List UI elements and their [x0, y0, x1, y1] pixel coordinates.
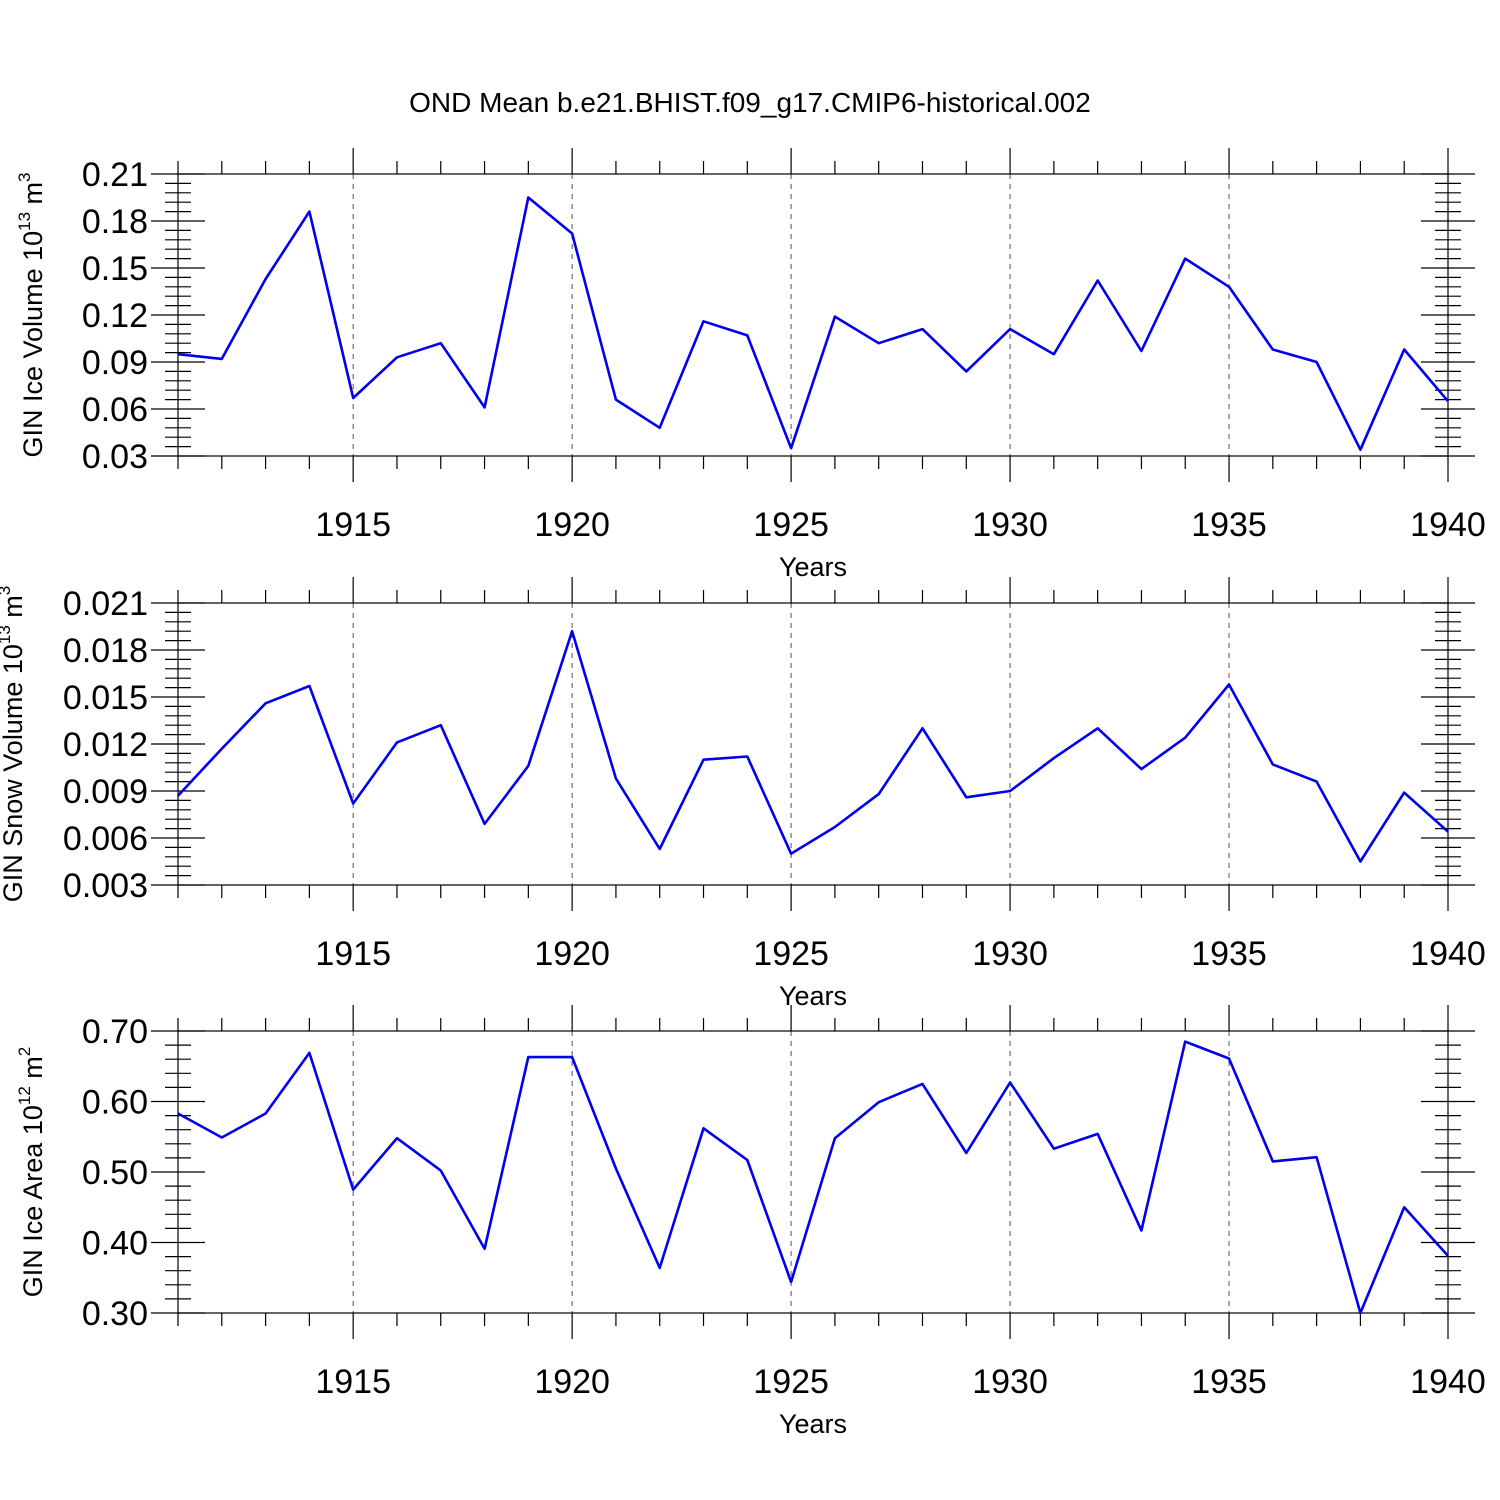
- panel-ice-area: 0.30 0.40 0.50 0.60 0.70 1915 1920 1925 1930 1935…: [15, 1005, 1486, 1439]
- ice-volume-xtick-label: 1925: [753, 506, 829, 544]
- ice-volume-y-axis-label-text: GIN Ice Volume 10: [18, 231, 48, 458]
- ice-volume-y-axis-label: GIN Ice Volume 1013 m3: [15, 172, 48, 457]
- ice-area-xtick-label: 1925: [753, 1363, 829, 1401]
- ice-area-y-axis-label: GIN Ice Area 1012 m2: [15, 1047, 48, 1298]
- snow-volume-xtick-label: 1935: [1191, 935, 1267, 973]
- ice-area-xtick-label: 1930: [972, 1363, 1048, 1401]
- ice-volume-xtick-label: 1935: [1191, 506, 1267, 544]
- snow-volume-ytick-label: 0.006: [63, 820, 148, 858]
- ice-volume-ytick-label: 0.12: [82, 297, 148, 335]
- snow-volume-y-axis-label-unit-exponent: 3: [0, 586, 14, 595]
- snow-volume-y-axis-label-unit: m: [0, 595, 28, 625]
- snow-volume-xtick-label: 1925: [753, 935, 829, 973]
- snow-volume-xtick-label: 1930: [972, 935, 1048, 973]
- ice-area-xtick-label: 1920: [534, 1363, 610, 1401]
- snow-volume-y-axis-label-text: GIN Snow Volume 10: [0, 644, 28, 902]
- ice-volume-ytick-label: 0.09: [82, 344, 148, 382]
- ice-area-ytick-label: 0.60: [82, 1084, 148, 1122]
- ice-volume-ytick-label: 0.21: [82, 156, 148, 194]
- ice-volume-xtick-label: 1920: [534, 506, 610, 544]
- ice-volume-y-axis-label-exponent: 13: [15, 212, 34, 231]
- chart-title: OND Mean b.e21.BHIST.f09_g17.CMIP6-histo…: [409, 87, 1091, 118]
- snow-volume-ytick-label: 0.021: [63, 585, 148, 623]
- snow-volume-xtick-label: 1920: [534, 935, 610, 973]
- ice-area-ytick-label: 0.70: [82, 1013, 148, 1051]
- snow-volume-ytick-label: 0.009: [63, 773, 148, 811]
- ice-area-xtick-label: 1935: [1191, 1363, 1267, 1401]
- snow-volume-ytick-label: 0.012: [63, 726, 148, 764]
- ice-volume-ytick-label: 0.15: [82, 250, 148, 288]
- ice-volume-y-axis-label-unit-exponent: 3: [15, 172, 34, 181]
- snow-volume-y-axis-label: GIN Snow Volume 1013 m3: [0, 586, 28, 903]
- ice-volume-xtick-label: 1915: [315, 506, 391, 544]
- ice-volume-x-axis-label: Years: [779, 552, 847, 582]
- snow-volume-ytick-label: 0.003: [63, 867, 148, 905]
- ice-area-y-axis-label-unit: m: [18, 1056, 48, 1086]
- ice-volume-y-axis-label-unit: m: [18, 182, 48, 212]
- snow-volume-series-line: [177, 629, 1449, 863]
- ice-volume-xtick-label: 1930: [972, 506, 1048, 544]
- snow-volume-y-axis-label-exponent: 13: [0, 625, 14, 644]
- ice-area-series-line: [177, 1040, 1449, 1315]
- ice-area-xtick-label: 1915: [315, 1363, 391, 1401]
- ice-area-xtick-label: 1940: [1410, 1363, 1486, 1401]
- ice-area-y-axis-label-text: GIN Ice Area 10: [18, 1105, 48, 1297]
- ice-volume-ytick-label: 0.18: [82, 203, 148, 241]
- ice-area-ytick-label: 0.40: [82, 1225, 148, 1263]
- panel-ice-volume: 0.03 0.06 0.09 0.12 0.15 0.18 0.21 1915 1920 1925…: [15, 148, 1486, 582]
- ice-area-ytick-label: 0.30: [82, 1295, 148, 1333]
- snow-volume-ytick-label: 0.018: [63, 632, 148, 670]
- ice-volume-ytick-label: 0.06: [82, 391, 148, 429]
- ice-volume-ytick-label: 0.03: [82, 438, 148, 476]
- ice-area-x-axis-label: Years: [779, 1409, 847, 1439]
- ice-area-y-axis-label-unit-exponent: 2: [15, 1047, 34, 1056]
- snow-volume-ytick-label: 0.015: [63, 679, 148, 717]
- ice-volume-series-line: [177, 196, 1449, 452]
- snow-volume-xtick-label: 1940: [1410, 935, 1486, 973]
- panel-snow-volume: 0.003 0.006 0.009 0.012 0.015 0.018 0.021 1915 1…: [0, 577, 1486, 1011]
- snow-volume-xtick-label: 1915: [315, 935, 391, 973]
- ice-area-y-axis-label-exponent: 12: [15, 1086, 34, 1105]
- ice-area-ytick-label: 0.50: [82, 1154, 148, 1192]
- ice-volume-xtick-label: 1940: [1410, 506, 1486, 544]
- snow-volume-x-axis-label: Years: [779, 981, 847, 1011]
